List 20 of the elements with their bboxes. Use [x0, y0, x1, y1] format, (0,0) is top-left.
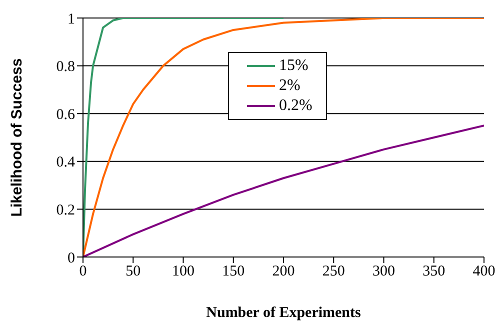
- y-tick-label: 1: [68, 11, 75, 28]
- x-tick-label: 150: [222, 264, 245, 280]
- x-tick-label: 50: [126, 264, 141, 280]
- y-tick-label: 0.6: [56, 106, 76, 123]
- y-tick-label: 0.4: [56, 154, 76, 171]
- y-tick-label: 0.2: [56, 202, 75, 219]
- y-tick-label: 0: [68, 250, 75, 266]
- x-tick-label: 300: [372, 264, 395, 280]
- y-tick-label: 0.8: [56, 59, 75, 76]
- legend-label: 2%: [279, 77, 300, 95]
- legend-label: 0.2%: [279, 97, 312, 115]
- x-tick-label: 350: [422, 264, 446, 280]
- legend-label: 15%: [279, 57, 308, 75]
- x-tick-label: 400: [472, 264, 496, 280]
- x-axis-title: Number of Experiments: [206, 305, 362, 321]
- x-tick-label: 100: [172, 264, 194, 280]
- x-tick-label: 250: [322, 264, 345, 280]
- y-axis-title: Likelihood of Success: [8, 58, 26, 217]
- x-tick-label: 200: [272, 264, 295, 280]
- x-tick-label: 0: [79, 264, 87, 280]
